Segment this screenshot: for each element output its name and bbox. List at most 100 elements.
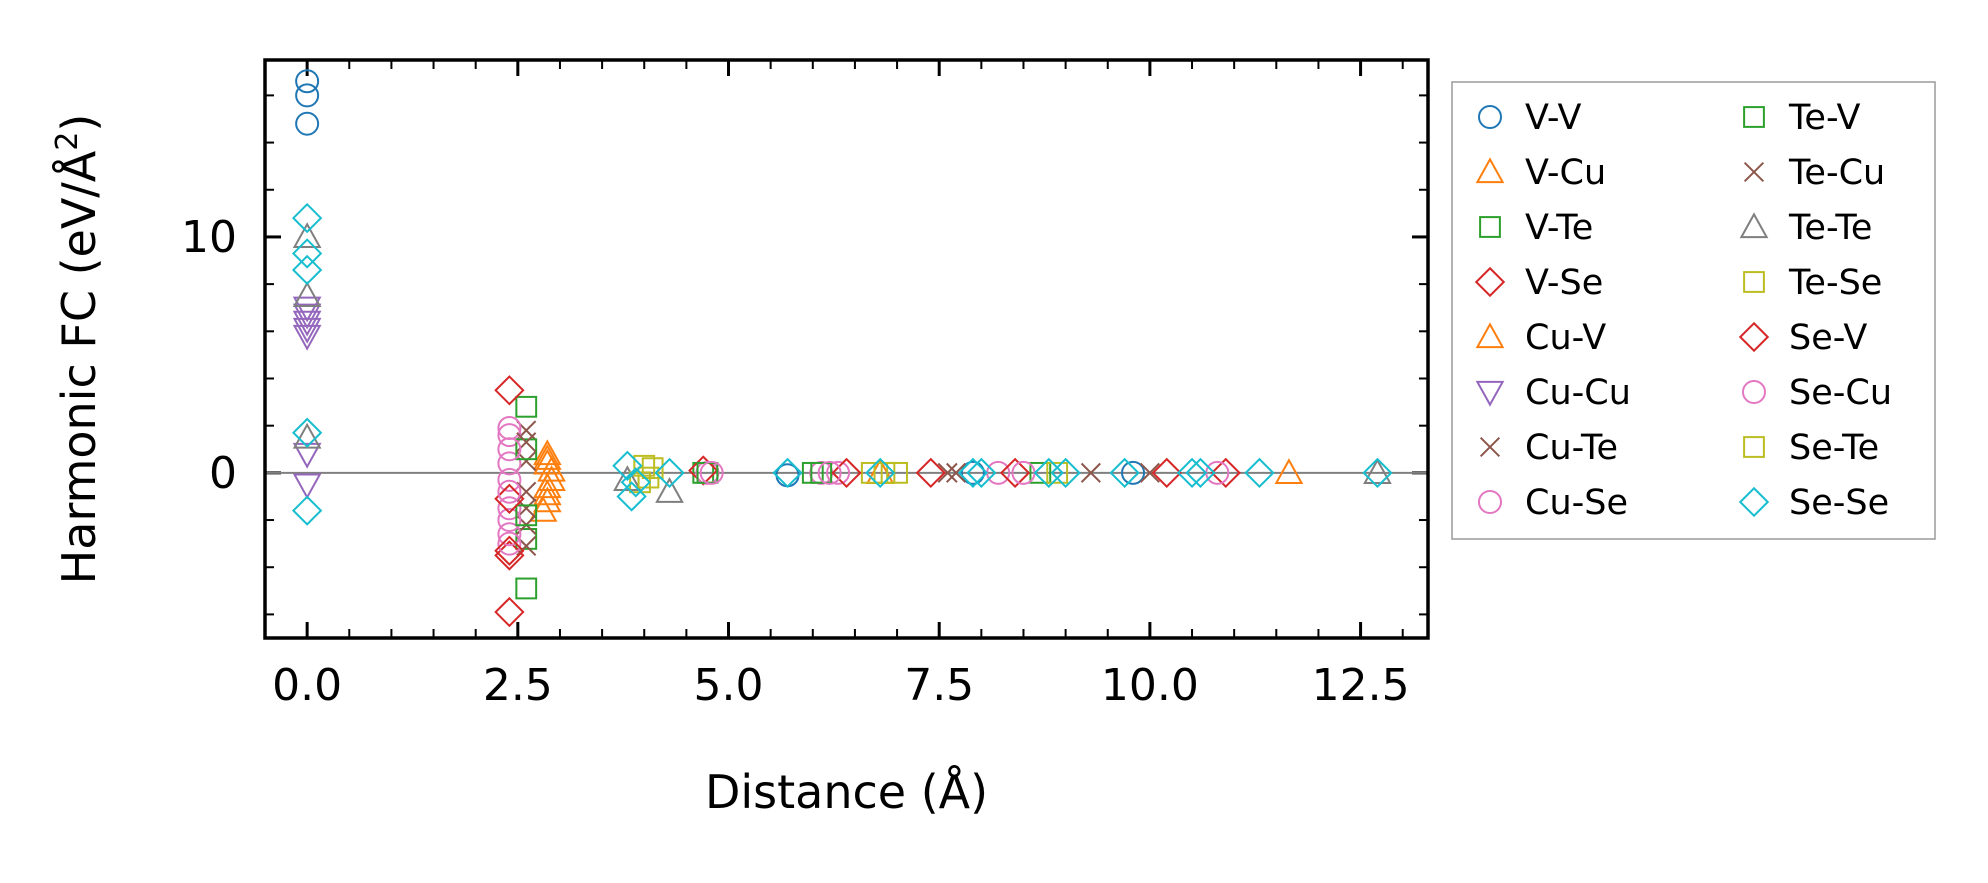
data-point-se-cu (817, 460, 842, 485)
data-point-v-te (515, 577, 538, 600)
x-tick-label: 7.5 (904, 660, 974, 711)
data-point-se-se (1109, 457, 1140, 489)
data-point-te-cu (1139, 462, 1160, 483)
data-point-cu-se (497, 451, 522, 476)
data-point-se-se (865, 457, 896, 489)
data-point-v-v (295, 83, 320, 108)
data-point-cu-cu (292, 442, 322, 469)
data-point-se-se (1244, 457, 1275, 489)
legend-box (1451, 81, 1936, 540)
y-tick-label: 0 (209, 448, 237, 499)
data-point-cu-cu (292, 310, 322, 337)
legend: V-V V-Cu V-Te V-Se Cu-V Cu-Cu Cu-Te Cu-Se Te-V Te… (1451, 81, 1936, 540)
legend-marker-te-cu (1743, 161, 1765, 183)
legend-marker-se-se (1738, 486, 1770, 518)
legend-marker-cu-cu (1475, 380, 1505, 407)
data-point-se-se (654, 457, 685, 489)
data-point-se-v (831, 457, 862, 489)
data-point-te-v (810, 461, 833, 484)
y-tick-label: 10 (181, 212, 237, 263)
data-point-se-v (494, 535, 525, 566)
data-point-v-v (295, 111, 320, 136)
x-tick-label: 5.0 (694, 660, 764, 711)
x-tick-label: 2.5 (483, 660, 553, 711)
legend-marker-v-cu (1475, 157, 1505, 184)
legend-label-te-cu: Te-Cu (1788, 153, 1885, 193)
data-point-cu-te (1080, 462, 1101, 483)
data-point-cu-cu (292, 473, 322, 500)
legend-marker-se-te (1743, 436, 1765, 458)
data-point-v-v (960, 460, 985, 485)
data-point-cu-se (497, 508, 522, 533)
data-point-cu-cu (292, 296, 322, 323)
data-point-se-cu (497, 437, 522, 462)
data-point-se-se (291, 495, 323, 526)
data-point-te-se (886, 461, 908, 484)
x-tick-label: 0.0 (272, 660, 342, 711)
data-point-te-te (292, 281, 322, 308)
data-point-cu-se (497, 496, 522, 521)
data-point-v-v (1121, 460, 1146, 485)
data-point-se-se (291, 254, 323, 286)
data-point-se-cu (699, 460, 724, 485)
y-axis-title-main: Harmonic FC (eV/Å (52, 150, 106, 584)
legend-label-v-se: V-Se (1525, 263, 1603, 303)
x-tick-labels: 0.0 2.5 5.0 7.5 10.0 12.5 (272, 660, 1409, 711)
data-point-te-cu (946, 462, 967, 483)
data-point-cu-se (826, 460, 851, 485)
legend-label-te-se: Te-Se (1788, 263, 1882, 303)
x-tick-label: 10.0 (1101, 660, 1199, 711)
legend-label-cu-se: Cu-Se (1525, 483, 1628, 523)
data-point-se-se (1033, 457, 1064, 489)
data-point-te-se (860, 461, 883, 484)
data-point-se-te (1046, 461, 1069, 484)
data-point-cu-se (497, 531, 522, 556)
data-point-se-te (641, 457, 664, 480)
data-point-se-se (1185, 457, 1216, 489)
data-point-se-v (494, 483, 525, 514)
y-axis-title: Harmonic FC (eV/Å2) (50, 114, 106, 585)
data-point-se-se (772, 457, 803, 489)
data-point-se-v (999, 457, 1031, 489)
data-point-se-se (291, 417, 323, 448)
data-point-v-se (494, 375, 525, 406)
data-point-cu-v (532, 486, 562, 513)
y-tick-labels: 0 10 (181, 212, 237, 499)
data-point-se-cu (497, 479, 522, 504)
legend-label-cu-cu: Cu-Cu (1525, 373, 1631, 413)
data-point-cu-cu (292, 324, 322, 351)
data-point-se-v (1151, 457, 1182, 489)
data-point-v-cu (1274, 458, 1304, 484)
legend-label-se-se: Se-Se (1789, 483, 1889, 523)
data-point-se-se (1176, 457, 1208, 489)
legend-label-se-cu: Se-Cu (1789, 373, 1892, 413)
legend-label-se-v: Se-V (1789, 318, 1867, 358)
data-point-v-se (915, 457, 946, 489)
legend-marker-te-v (1743, 106, 1765, 128)
data-point-v-se (688, 455, 719, 486)
data-point-te-te (655, 477, 684, 503)
data-point-te-v (515, 504, 538, 527)
data-point-v-te (515, 528, 538, 550)
data-point-cu-cu (292, 317, 322, 344)
x-tick-label: 12.5 (1312, 660, 1410, 711)
x-axis-title: Distance (Å) (705, 765, 988, 819)
legend-label-cu-te: Cu-Te (1525, 428, 1618, 468)
data-point-cu-v (532, 472, 562, 499)
legend-marker-cu-te (1479, 436, 1501, 458)
legend-marker-cu-se (1478, 490, 1502, 514)
data-point-cu-v (532, 443, 562, 470)
legend-label-te-v: Te-V (1788, 98, 1861, 138)
data-point-v-se (494, 596, 525, 628)
data-point-te-cu (516, 481, 537, 502)
plot-frame (263, 58, 1430, 640)
data-point-se-se (966, 457, 997, 489)
data-point-se-se (957, 457, 989, 489)
data-point-se-se (1362, 457, 1393, 489)
y-axis-title-close: ) (52, 114, 106, 132)
legend-marker-te-te (1739, 212, 1769, 239)
data-point-se-se (612, 450, 643, 481)
legend-marker-v-te (1479, 216, 1501, 238)
data-point-te-te (1363, 458, 1392, 484)
